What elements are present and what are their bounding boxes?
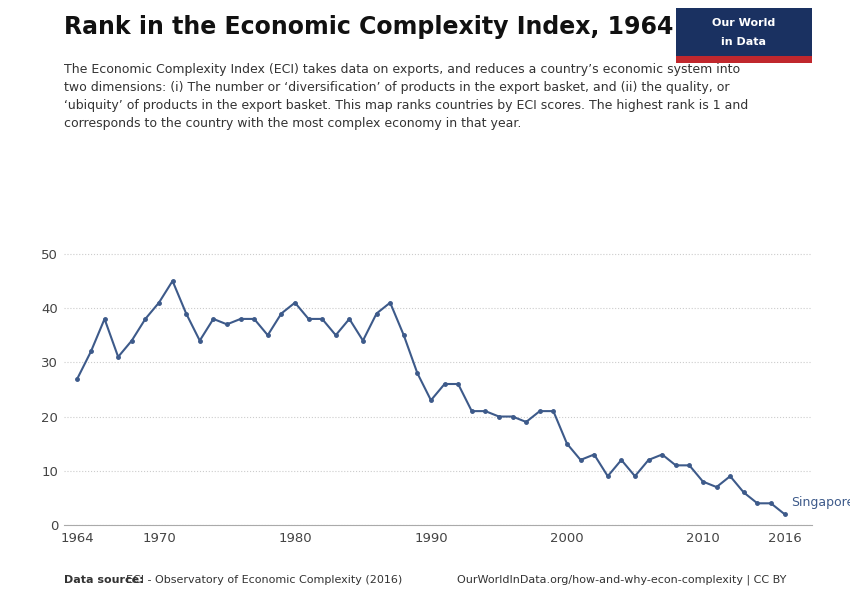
Text: Rank in the Economic Complexity Index, 1964 to 2016: Rank in the Economic Complexity Index, 1… [64, 15, 783, 39]
Text: The Economic Complexity Index (ECI) takes data on exports, and reduces a country: The Economic Complexity Index (ECI) take… [64, 63, 748, 130]
Text: in Data: in Data [722, 37, 766, 47]
Text: Our World: Our World [712, 18, 775, 28]
Text: OurWorldInData.org/how-and-why-econ-complexity | CC BY: OurWorldInData.org/how-and-why-econ-comp… [457, 575, 786, 585]
Text: Singapore: Singapore [791, 496, 850, 509]
Text: ECI - Observatory of Economic Complexity (2016): ECI - Observatory of Economic Complexity… [126, 575, 402, 585]
Text: Data source:: Data source: [64, 575, 147, 585]
